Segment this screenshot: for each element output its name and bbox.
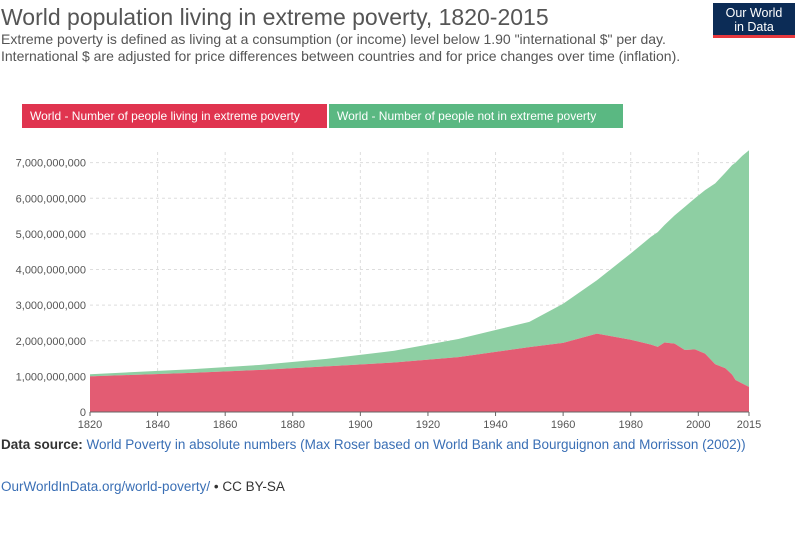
chart-subtitle: Extreme poverty is defined as living at … [1,31,681,64]
x-tick-label: 1980 [618,419,642,430]
x-tick-label: 1960 [551,419,575,430]
area-chart: 0 1,000,000,000 2,000,000,000 3,000,000,000… [16,150,761,430]
data-source: Data source: World Poverty in absolute n… [1,437,791,453]
x-tick-label: 1840 [145,419,169,430]
legend-item-poverty[interactable]: World - Number of people living in extre… [22,104,327,128]
y-tick-label: 0 [80,407,86,419]
legend-item-not-poverty[interactable]: World - Number of people not in extreme … [329,104,623,128]
y-tick-label: 6,000,000,000 [16,193,86,205]
y-tick-label: 2,000,000,000 [16,336,86,348]
logo-line-1: Our World [725,6,783,20]
y-tick-label: 5,000,000,000 [16,229,86,241]
data-source-link[interactable]: World Poverty in absolute numbers (Max R… [86,437,746,452]
x-tick-label: 1920 [416,419,440,430]
area-not-poverty [90,150,749,387]
data-source-label: Data source: [1,437,83,452]
x-tick-label: 1880 [281,419,305,430]
owid-page-link[interactable]: OurWorldInData.org/world-poverty/ [1,479,211,494]
legend: World - Number of people living in extre… [22,104,623,128]
x-tick-label: 2000 [686,419,710,430]
chart-title: World population living in extreme pover… [1,4,549,30]
x-tick-label: 1860 [213,419,237,430]
x-tick-label: 2015 [737,419,761,430]
x-tick-label: 1940 [483,419,507,430]
owid-logo[interactable]: Our World in Data [713,3,795,38]
logo-line-2: in Data [734,20,774,34]
y-tick-label: 4,000,000,000 [16,265,86,277]
logo-accent-bar [713,35,795,38]
x-tick-label: 1820 [78,419,102,430]
footer-url-line: OurWorldInData.org/world-poverty/ • CC B… [1,479,285,494]
x-tick-label: 1900 [348,419,372,430]
y-tick-label: 3,000,000,000 [16,300,86,312]
y-tick-label: 1,000,000,000 [16,371,86,383]
license-text: • CC BY-SA [213,479,285,494]
area-poverty [90,333,749,412]
y-tick-label: 7,000,000,000 [16,158,86,170]
